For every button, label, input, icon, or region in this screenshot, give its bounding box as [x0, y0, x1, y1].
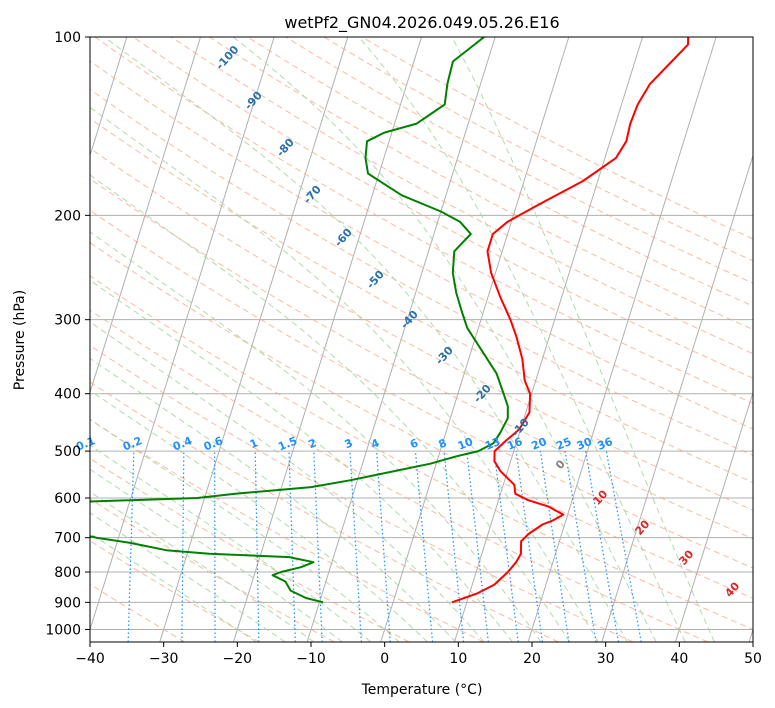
isotherm-gridline: [159, 37, 349, 642]
dry-adiabat-line: [90, 381, 559, 642]
dry-adiabat-line: [90, 583, 186, 642]
x-tick-label: −30: [149, 651, 179, 667]
isotherm-gridline: [90, 37, 128, 158]
dry-adiabat-line: [90, 60, 753, 430]
mixing-ratio-label: 2: [306, 436, 318, 451]
x-tick-label: 30: [597, 651, 615, 667]
isotherm-gridline: [527, 37, 717, 642]
series-layer: [90, 37, 690, 604]
mixing-ratio-line: [466, 451, 489, 642]
mixing-ratio-label: 10: [456, 435, 475, 453]
y-tick-label: 500: [54, 444, 81, 460]
dry-adiabat-line: [90, 457, 410, 642]
x-tick-label: 20: [523, 651, 541, 667]
y-tick-label: 100: [54, 30, 81, 46]
moist-adiabat-line: [90, 231, 542, 642]
moist-adiabat-line: [90, 174, 571, 642]
mixing-ratio-label: 1: [248, 436, 260, 451]
mixing-ratio-line: [515, 451, 543, 642]
plot-frame: [89, 36, 754, 643]
isotherm-gridline: [674, 390, 753, 642]
chart-title: wetPf2_GN04.2026.049.05.26.E16: [284, 13, 559, 33]
y-tick-label: 900: [54, 595, 81, 611]
isotherm-gridline: [453, 37, 643, 642]
moist-adiabat-line: [232, 37, 657, 642]
mixing-ratio-label: 13: [483, 435, 502, 453]
moist-adiabat-line: [90, 468, 343, 642]
adiabat-layer: [90, 37, 753, 642]
x-tick-label: 50: [744, 651, 762, 667]
y-axis-label: Pressure (hPa): [12, 290, 28, 390]
y-tick-label: 700: [54, 531, 81, 547]
x-tick-label: 40: [670, 651, 688, 667]
moist-adiabat-line: [90, 279, 513, 642]
moist-adiabat-line: [90, 106, 599, 642]
moist-adiabat-line: [451, 37, 715, 642]
moist-adiabat-line: [90, 321, 485, 642]
mixing-ratio-label: 16: [505, 435, 524, 453]
mixing-ratio-line: [605, 450, 642, 642]
isotherm-gridline: [601, 153, 753, 642]
mixing-ratio-line: [539, 451, 570, 642]
mixing-ratio-label: 25: [554, 435, 573, 453]
y-tick-label: 300: [54, 313, 81, 329]
mixing-ratio-label: 30: [575, 435, 594, 453]
dry-adiabat-line: [90, 275, 753, 630]
moist-adiabat-line: [90, 512, 286, 642]
mixing-ratio-label: 36: [595, 435, 614, 453]
dry-adiabat-line: [90, 178, 753, 540]
x-axis-label: Temperature (°C): [361, 682, 483, 698]
isotherm-gridline: [232, 37, 422, 642]
y-tick-label: 800: [54, 565, 81, 581]
dry-adiabat-line: [90, 540, 260, 642]
mixing-ratio-line: [564, 451, 597, 642]
mixing-ratio-label: 20: [530, 435, 549, 453]
plot-background: [90, 37, 753, 642]
dry-adiabat-line: [94, 37, 753, 404]
dry-adiabat-line: [90, 418, 484, 642]
x-tick-label: 10: [449, 651, 467, 667]
dry-adiabat-line: [90, 309, 709, 642]
mixing-ratio-label: 3: [343, 436, 355, 451]
moist-adiabat-line: [90, 418, 400, 642]
y-tick-label: 400: [54, 387, 81, 403]
dewpoint-profile-line: [90, 37, 509, 604]
x-tick-label: −20: [223, 651, 253, 667]
y-tick-label: 1000: [45, 622, 81, 638]
x-tick-label: 0: [380, 651, 389, 667]
isotherm-gridline: [90, 37, 201, 395]
moist-adiabat-line: [358, 37, 686, 642]
moist-adiabat-line: [90, 389, 428, 642]
dry-adiabat-line: [247, 37, 753, 307]
x-tick-label: −10: [296, 651, 326, 667]
x-tick-label: −40: [75, 651, 105, 667]
temperature-profile-line: [451, 37, 690, 604]
mixing-ratio-line: [493, 451, 519, 642]
mixing-ratio-line: [584, 451, 620, 642]
mixing-ratio-label: 8: [437, 436, 449, 451]
y-tick-label: 200: [54, 208, 81, 224]
dry-adiabat-line: [90, 147, 753, 511]
axis-layer: −40 −30 −20 −10 0 10 20 30 40 50 100 200 300 400 500 60…: [45, 30, 762, 667]
dry-adiabat-line: [209, 37, 753, 331]
moist-adiabat-line: [90, 491, 315, 642]
y-tick-label: 600: [54, 491, 81, 507]
